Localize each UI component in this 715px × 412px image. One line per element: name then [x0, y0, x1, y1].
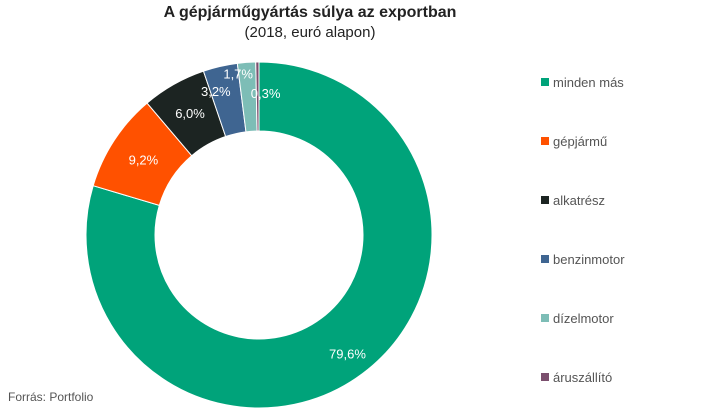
legend-label-alkatresz: alkatrész	[553, 193, 605, 208]
data-label-alkatresz: 6,0%	[175, 106, 205, 121]
legend-label-minden-mas: minden más	[553, 75, 624, 90]
legend-swatch-dizelmotor	[541, 314, 549, 322]
data-label-aruszallito: 0,3%	[251, 86, 281, 101]
legend-swatch-aruszallito	[541, 373, 549, 381]
legend-label-aruszallito: áruszállító	[553, 370, 612, 385]
slice-aruszallito	[255, 61, 260, 132]
data-label-minden-mas: 79,6%	[329, 347, 366, 362]
legend: minden más gépjármű alkatrész benzinmotor dí…	[541, 75, 625, 385]
legend-label-gepjarmu: gépjármű	[553, 134, 607, 149]
legend-swatch-benzinmotor	[541, 255, 549, 263]
legend-swatch-gepjarmu	[541, 137, 549, 145]
slice-minden-mas	[85, 61, 433, 409]
legend-label-dizelmotor: dízelmotor	[553, 311, 614, 326]
legend-swatch-alkatresz	[541, 196, 549, 204]
data-label-dizelmotor: 1,7%	[223, 66, 253, 81]
source-note: Forrás: Portfolio	[8, 390, 94, 404]
donut-slices	[85, 61, 433, 409]
legend-swatch-minden-mas	[541, 78, 549, 86]
chart-title: A gépjárműgyártás súlya az exportban	[163, 4, 457, 21]
data-label-benzinmotor: 3,2%	[201, 84, 231, 99]
data-labels: 79,6% 9,2% 6,0% 3,2% 1,7% 0,3%	[129, 66, 367, 361]
data-label-gepjarmu: 9,2%	[129, 153, 159, 168]
legend-label-benzinmotor: benzinmotor	[553, 252, 625, 267]
chart-subtitle: (2018, euró alapon)	[244, 24, 376, 41]
